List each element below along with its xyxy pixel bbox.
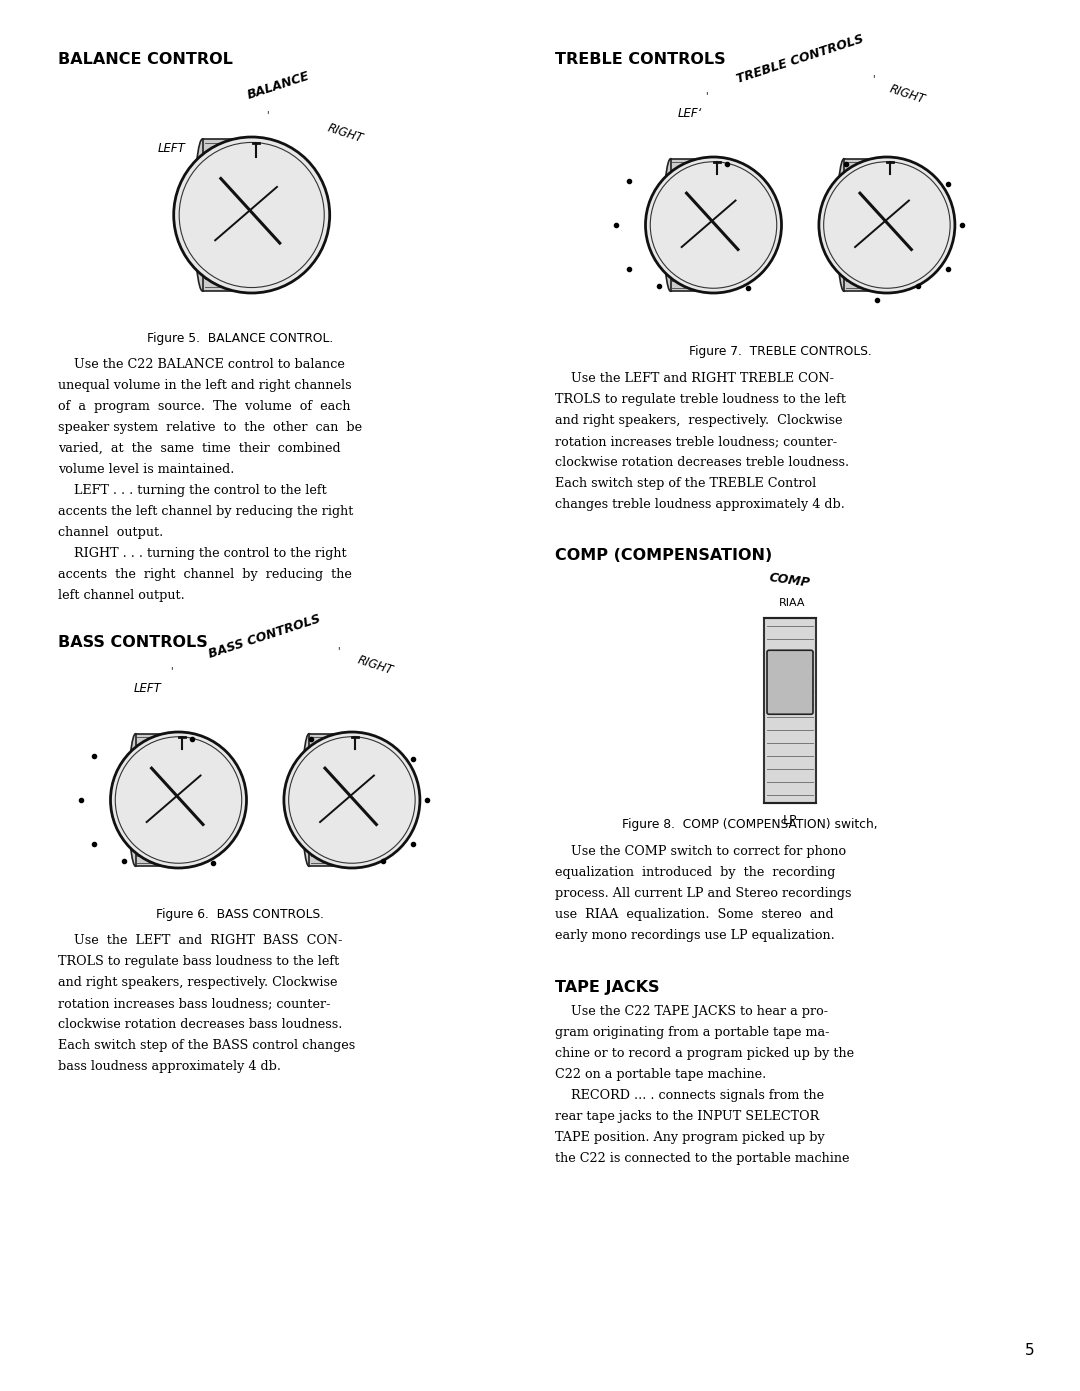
Text: Use the LEFT and RIGHT TREBLE CON-: Use the LEFT and RIGHT TREBLE CON- (555, 371, 834, 385)
Text: left channel output.: left channel output. (58, 588, 185, 602)
Text: RIGHT: RIGHT (888, 82, 927, 106)
Text: accents  the  right  channel  by  reducing  the: accents the right channel by reducing th… (58, 568, 352, 581)
Text: channel  output.: channel output. (58, 526, 163, 538)
Text: early mono recordings use LP equalization.: early mono recordings use LP equalizatio… (555, 929, 835, 942)
Text: RIGHT . . . turning the control to the right: RIGHT . . . turning the control to the r… (58, 547, 347, 561)
Text: changes treble loudness approximately 4 db.: changes treble loudness approximately 4 … (555, 498, 845, 510)
Ellipse shape (129, 733, 143, 867)
Text: of  a  program  source.  The  volume  of  each: of a program source. The volume of each (58, 401, 351, 413)
Text: RECORD ... . connects signals from the: RECORD ... . connects signals from the (555, 1089, 824, 1102)
Text: ': ' (337, 645, 339, 655)
Text: volume level is maintained.: volume level is maintained. (58, 463, 234, 476)
Text: Use the C22 BALANCE control to balance: Use the C22 BALANCE control to balance (58, 357, 345, 371)
Text: rotation increases bass loudness; counter-: rotation increases bass loudness; counte… (58, 997, 330, 1010)
Text: process. All current LP and Stereo recordings: process. All current LP and Stereo recor… (555, 887, 851, 900)
Text: unequal volume in the left and right channels: unequal volume in the left and right cha… (58, 378, 352, 392)
Text: BALANCE: BALANCE (246, 70, 312, 102)
Text: BALANCE CONTROL: BALANCE CONTROL (58, 51, 233, 67)
Text: ': ' (872, 74, 875, 85)
Text: accents the left channel by reducing the right: accents the left channel by reducing the… (58, 505, 353, 517)
Text: and right speakers, respectively. Clockwise: and right speakers, respectively. Clockw… (58, 976, 337, 989)
Text: Each switch step of the BASS control changes: Each switch step of the BASS control cha… (58, 1039, 355, 1052)
Text: chine or to record a program picked up by the: chine or to record a program picked up b… (555, 1047, 854, 1060)
Text: COMP (COMPENSATION): COMP (COMPENSATION) (555, 548, 772, 563)
Text: and right speakers,  respectively.  Clockwise: and right speakers, respectively. Clockw… (555, 415, 842, 427)
Text: TAPE JACKS: TAPE JACKS (555, 981, 660, 995)
Text: bass loudness approximately 4 db.: bass loudness approximately 4 db. (58, 1060, 281, 1072)
Ellipse shape (663, 159, 678, 291)
Text: Figure 6.  BASS CONTROLS.: Figure 6. BASS CONTROLS. (156, 908, 324, 921)
Text: TREBLE CONTROLS: TREBLE CONTROLS (734, 32, 865, 86)
Text: RIGHT: RIGHT (356, 654, 395, 677)
Text: LEF‘: LEF‘ (677, 107, 702, 120)
Ellipse shape (837, 159, 851, 291)
Text: use  RIAA  equalization.  Some  stereo  and: use RIAA equalization. Some stereo and (555, 908, 834, 921)
Text: RIGHT: RIGHT (326, 121, 365, 145)
Ellipse shape (194, 139, 211, 291)
Text: the C22 is connected to the portable machine: the C22 is connected to the portable mac… (555, 1152, 850, 1166)
Text: Figure 8.  COMP (COMPENSATION) switch,: Figure 8. COMP (COMPENSATION) switch, (622, 818, 878, 830)
Text: LEFT . . . turning the control to the left: LEFT . . . turning the control to the le… (58, 484, 327, 497)
Text: Figure 7.  TREBLE CONTROLS.: Figure 7. TREBLE CONTROLS. (689, 345, 872, 357)
Bar (671, 159, 705, 291)
Text: LP: LP (783, 815, 797, 828)
Text: ': ' (705, 92, 708, 102)
Bar (764, 618, 816, 803)
Text: TAPE position. Any program picked up by: TAPE position. Any program picked up by (555, 1131, 825, 1143)
Circle shape (174, 136, 329, 294)
Text: rear tape jacks to the INPUT SELECTOR: rear tape jacks to the INPUT SELECTOR (555, 1110, 820, 1123)
Text: Figure 5.  BALANCE CONTROL.: Figure 5. BALANCE CONTROL. (147, 332, 333, 345)
Text: TREBLE CONTROLS: TREBLE CONTROLS (555, 51, 726, 67)
Text: Use the COMP switch to correct for phono: Use the COMP switch to correct for phono (555, 844, 846, 858)
Text: Use the C22 TAPE JACKS to hear a pro-: Use the C22 TAPE JACKS to hear a pro- (555, 1006, 828, 1018)
Text: equalization  introduced  by  the  recording: equalization introduced by the recording (555, 867, 835, 879)
Text: varied,  at  the  same  time  their  combined: varied, at the same time their combined (58, 442, 340, 455)
Bar (203, 139, 242, 291)
Circle shape (284, 732, 420, 868)
FancyBboxPatch shape (767, 650, 813, 714)
Text: Use  the  LEFT  and  RIGHT  BASS  CON-: Use the LEFT and RIGHT BASS CON- (58, 933, 342, 947)
Text: ': ' (171, 666, 173, 676)
Text: LEFT: LEFT (158, 142, 186, 156)
Circle shape (819, 157, 955, 294)
Text: clockwise rotation decreases bass loudness.: clockwise rotation decreases bass loudne… (58, 1018, 342, 1031)
Text: RIAA: RIAA (779, 598, 806, 608)
Bar (309, 733, 343, 867)
Text: gram originating from a portable tape ma-: gram originating from a portable tape ma… (555, 1027, 829, 1039)
Circle shape (110, 732, 246, 868)
Text: BASS CONTROLS: BASS CONTROLS (207, 612, 323, 661)
Text: clockwise rotation decreases treble loudness.: clockwise rotation decreases treble loud… (555, 456, 849, 469)
Text: Each switch step of the TREBLE Control: Each switch step of the TREBLE Control (555, 477, 816, 490)
Text: C22 on a portable tape machine.: C22 on a portable tape machine. (555, 1068, 766, 1081)
Text: rotation increases treble loudness; counter-: rotation increases treble loudness; coun… (555, 435, 837, 448)
Circle shape (646, 157, 782, 294)
Bar (845, 159, 879, 291)
Text: TROLS to regulate treble loudness to the left: TROLS to regulate treble loudness to the… (555, 394, 846, 406)
Text: COMP: COMP (769, 570, 811, 590)
Text: LEFT: LEFT (134, 682, 162, 694)
Bar (136, 733, 171, 867)
Text: 5: 5 (1025, 1342, 1035, 1358)
Text: TROLS to regulate bass loudness to the left: TROLS to regulate bass loudness to the l… (58, 956, 339, 968)
Ellipse shape (302, 733, 316, 867)
Text: speaker system  relative  to  the  other  can  be: speaker system relative to the other can… (58, 421, 362, 434)
Text: BASS CONTROLS: BASS CONTROLS (58, 636, 207, 650)
Text: ': ' (266, 110, 269, 120)
